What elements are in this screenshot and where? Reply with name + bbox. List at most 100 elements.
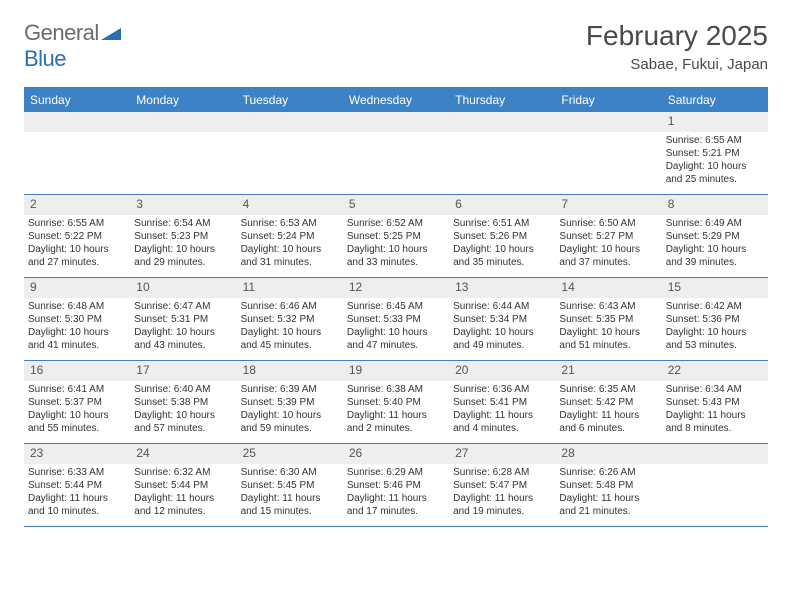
sunset-text: Sunset: 5:21 PM — [666, 147, 764, 160]
empty-day-number — [449, 112, 555, 132]
month-title: February 2025 — [586, 20, 768, 52]
day-number: 9 — [24, 278, 130, 298]
day-cell: 8Sunrise: 6:49 AMSunset: 5:29 PMDaylight… — [662, 195, 768, 277]
day-number: 8 — [662, 195, 768, 215]
daylight-text: Daylight: 11 hours and 4 minutes. — [453, 409, 551, 435]
day-cell: 7Sunrise: 6:50 AMSunset: 5:27 PMDaylight… — [555, 195, 661, 277]
sunrise-text: Sunrise: 6:35 AM — [559, 383, 657, 396]
day-cell: 3 Sunrise: 6:54 AMSunset: 5:23 PMDaylight… — [130, 195, 236, 277]
logo-triangle-icon — [101, 20, 121, 45]
sunset-text: Sunset: 5:43 PM — [666, 396, 764, 409]
day-cell — [24, 112, 130, 194]
sunrise-text: Sunrise: 6:28 AM — [453, 466, 551, 479]
sunrise-text: Sunrise: 6:41 AM — [28, 383, 126, 396]
sunrise-text: Sunrise: 6:46 AM — [241, 300, 339, 313]
empty-day-number — [24, 112, 130, 132]
sunset-text: Sunset: 5:25 PM — [347, 230, 445, 243]
daylight-text: Daylight: 11 hours and 21 minutes. — [559, 492, 657, 518]
sunset-text: Sunset: 5:41 PM — [453, 396, 551, 409]
empty-day-number — [237, 112, 343, 132]
sunrise-text: Sunrise: 6:39 AM — [241, 383, 339, 396]
day-cell — [662, 444, 768, 526]
sunrise-text: Sunrise: 6:42 AM — [666, 300, 764, 313]
sunrise-text: Sunrise: 6:52 AM — [347, 217, 445, 230]
sunset-text: Sunset: 5:23 PM — [134, 230, 232, 243]
day-cell — [449, 112, 555, 194]
sunrise-text: Sunrise: 6:54 AM — [134, 217, 232, 230]
day-cell — [237, 112, 343, 194]
day-cell: 24Sunrise: 6:32 AMSunset: 5:44 PMDayligh… — [130, 444, 236, 526]
sunrise-text: Sunrise: 6:40 AM — [134, 383, 232, 396]
sunset-text: Sunset: 5:44 PM — [134, 479, 232, 492]
daylight-text: Daylight: 10 hours and 41 minutes. — [28, 326, 126, 352]
day-cell: 2Sunrise: 6:55 AMSunset: 5:22 PMDaylight… — [24, 195, 130, 277]
day-number: 3 — [130, 195, 236, 215]
day-cell: 23Sunrise: 6:33 AMSunset: 5:44 PMDayligh… — [24, 444, 130, 526]
daylight-text: Daylight: 10 hours and 33 minutes. — [347, 243, 445, 269]
day-cell: 27Sunrise: 6:28 AMSunset: 5:47 PMDayligh… — [449, 444, 555, 526]
empty-day-number — [662, 444, 768, 464]
sunrise-text: Sunrise: 6:36 AM — [453, 383, 551, 396]
weekday-tuesday: Tuesday — [237, 88, 343, 112]
day-number: 16 — [24, 361, 130, 381]
sunset-text: Sunset: 5:30 PM — [28, 313, 126, 326]
daylight-text: Daylight: 10 hours and 29 minutes. — [134, 243, 232, 269]
empty-day-number — [343, 112, 449, 132]
logo-part2: Blue — [24, 46, 66, 71]
daylight-text: Daylight: 11 hours and 19 minutes. — [453, 492, 551, 518]
daylight-text: Daylight: 10 hours and 59 minutes. — [241, 409, 339, 435]
weekday-header-row: Sunday Monday Tuesday Wednesday Thursday… — [24, 88, 768, 112]
sunset-text: Sunset: 5:48 PM — [559, 479, 657, 492]
sunrise-text: Sunrise: 6:32 AM — [134, 466, 232, 479]
header: General Blue February 2025 Sabae, Fukui,… — [24, 20, 768, 73]
daylight-text: Daylight: 11 hours and 12 minutes. — [134, 492, 232, 518]
sunset-text: Sunset: 5:24 PM — [241, 230, 339, 243]
daylight-text: Daylight: 10 hours and 25 minutes. — [666, 160, 764, 186]
day-cell: 5 Sunrise: 6:52 AMSunset: 5:25 PMDaylight… — [343, 195, 449, 277]
daylight-text: Daylight: 10 hours and 39 minutes. — [666, 243, 764, 269]
daylight-text: Daylight: 10 hours and 31 minutes. — [241, 243, 339, 269]
sunrise-text: Sunrise: 6:49 AM — [666, 217, 764, 230]
weekday-friday: Friday — [555, 88, 661, 112]
day-cell: 4Sunrise: 6:53 AMSunset: 5:24 PMDaylight… — [237, 195, 343, 277]
daylight-text: Daylight: 10 hours and 27 minutes. — [28, 243, 126, 269]
sunset-text: Sunset: 5:39 PM — [241, 396, 339, 409]
day-cell: 26Sunrise: 6:29 AMSunset: 5:46 PMDayligh… — [343, 444, 449, 526]
weekday-saturday: Saturday — [662, 88, 768, 112]
day-number: 5 — [343, 195, 449, 215]
daylight-text: Daylight: 10 hours and 35 minutes. — [453, 243, 551, 269]
daylight-text: Daylight: 11 hours and 6 minutes. — [559, 409, 657, 435]
day-number: 22 — [662, 361, 768, 381]
sunrise-text: Sunrise: 6:53 AM — [241, 217, 339, 230]
day-cell: 15Sunrise: 6:42 AMSunset: 5:36 PMDayligh… — [662, 278, 768, 360]
sunrise-text: Sunrise: 6:48 AM — [28, 300, 126, 313]
daylight-text: Daylight: 10 hours and 43 minutes. — [134, 326, 232, 352]
day-number: 21 — [555, 361, 661, 381]
day-number: 28 — [555, 444, 661, 464]
sunrise-text: Sunrise: 6:43 AM — [559, 300, 657, 313]
day-number: 25 — [237, 444, 343, 464]
day-cell: 20 Sunrise: 6:36 AMSunset: 5:41 PMDayligh… — [449, 361, 555, 443]
daylight-text: Daylight: 10 hours and 55 minutes. — [28, 409, 126, 435]
day-cell: 28Sunrise: 6:26 AMSunset: 5:48 PMDayligh… — [555, 444, 661, 526]
day-cell: 21Sunrise: 6:35 AMSunset: 5:42 PMDayligh… — [555, 361, 661, 443]
daylight-text: Daylight: 10 hours and 57 minutes. — [134, 409, 232, 435]
day-number: 27 — [449, 444, 555, 464]
title-block: February 2025 Sabae, Fukui, Japan — [586, 20, 768, 73]
sunset-text: Sunset: 5:46 PM — [347, 479, 445, 492]
sunset-text: Sunset: 5:37 PM — [28, 396, 126, 409]
day-cell: 6Sunrise: 6:51 AMSunset: 5:26 PMDaylight… — [449, 195, 555, 277]
week-row: 9Sunrise: 6:48 AMSunset: 5:30 PMDaylight… — [24, 278, 768, 361]
sunset-text: Sunset: 5:45 PM — [241, 479, 339, 492]
day-number: 20 — [449, 361, 555, 381]
sunset-text: Sunset: 5:38 PM — [134, 396, 232, 409]
sunrise-text: Sunrise: 6:45 AM — [347, 300, 445, 313]
sunset-text: Sunset: 5:35 PM — [559, 313, 657, 326]
day-number: 12 — [343, 278, 449, 298]
weekday-thursday: Thursday — [449, 88, 555, 112]
day-number: 18 — [237, 361, 343, 381]
day-cell: 18 Sunrise: 6:39 AMSunset: 5:39 PMDayligh… — [237, 361, 343, 443]
day-number: 11 — [237, 278, 343, 298]
day-cell — [555, 112, 661, 194]
daylight-text: Daylight: 11 hours and 8 minutes. — [666, 409, 764, 435]
